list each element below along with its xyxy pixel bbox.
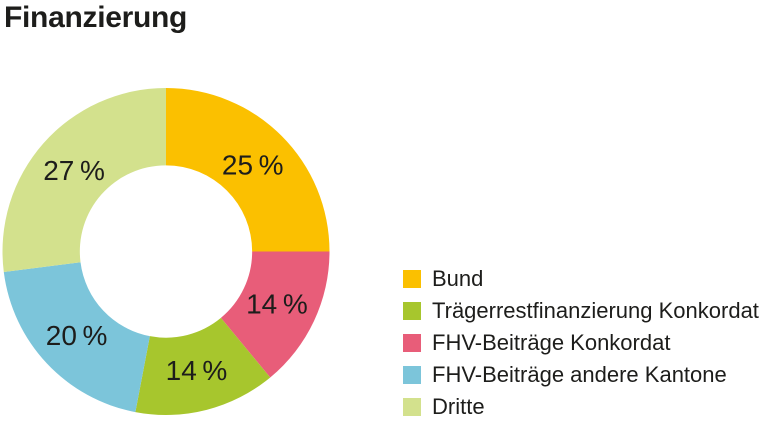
legend-item-label: Bund [432,266,484,291]
legend-item-label: Trägerrestfinanzierung Konkordat [432,298,759,323]
donut-segment [166,88,330,252]
legend-swatch-bund [403,270,421,288]
donut-segment [2,88,167,272]
legend-item-bund: Bund [403,268,759,290]
chart-legend: Bund Trägerrestfinanzierung Konkordat FH… [403,268,759,418]
legend-item-label: FHV-Beiträge Konkordat [432,330,671,355]
legend-item-fhv-konkordat: FHV-Beiträge Konkordat [403,332,759,354]
donut-segment [220,251,330,378]
legend-item-traegerrestfinanzierung: Trägerrestfinanzierung Konkordat [403,300,759,322]
segment-value-label: 14 % [246,289,308,320]
segment-value-label: 27 % [43,155,105,186]
legend-item-label: FHV-Beiträge andere Kantone [432,362,727,387]
legend-swatch-fhv-andere-kantone [403,366,421,384]
legend-swatch-fhv-konkordat [403,334,421,352]
segment-value-label: 25 % [222,150,284,181]
donut-segment [3,262,150,413]
donut-segment [135,317,271,415]
legend-item-label: Dritte [432,394,485,419]
segment-value-label: 20 % [46,320,108,351]
legend-swatch-dritte [403,398,421,416]
legend-item-fhv-andere-kantone: FHV-Beiträge andere Kantone [403,364,759,386]
legend-item-dritte: Dritte [403,396,759,418]
legend-swatch-traegerrestfinanzierung [403,302,421,320]
page-title: Finanzierung [4,1,188,34]
segment-value-label: 14 % [166,355,228,386]
